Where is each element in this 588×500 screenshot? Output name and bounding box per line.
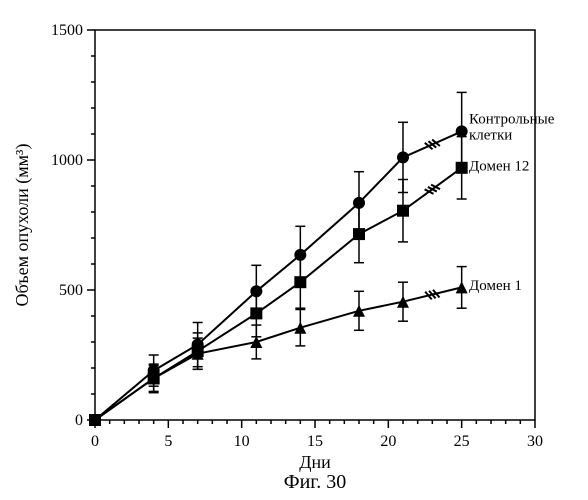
figure-caption: Фиг. 30 [284, 471, 346, 493]
y-tick-label: 1000 [51, 152, 83, 169]
series-label: Домен 1 [469, 278, 522, 294]
series-label: Домен 12 [469, 158, 529, 174]
y-tick-label: 1500 [51, 22, 83, 39]
x-axis-label: Дни [299, 452, 331, 472]
chart-container: 0 5 10 15 20 25 30 0 500 1000 1500 Объем опухоли (м… [0, 0, 588, 500]
line-chart: 0 5 10 15 20 25 30 0 500 1000 1500 Объем опухоли (м… [0, 0, 588, 500]
y-tick-label: 500 [59, 282, 83, 299]
x-tick-label: 0 [91, 433, 99, 450]
y-tick-label: 0 [75, 412, 83, 429]
series-label: Контрольные [469, 112, 555, 128]
x-tick-label: 20 [380, 433, 396, 450]
series-домен-1: Домен 1 [89, 267, 522, 426]
x-tick-label: 5 [164, 433, 172, 450]
series-label: клетки [469, 128, 512, 144]
x-tick-label: 25 [454, 433, 470, 450]
x-tick-label: 10 [234, 433, 250, 450]
x-tick-label: 15 [307, 433, 323, 450]
x-tick-label: 30 [527, 433, 543, 450]
y-axis-label: Объем опухоли (мм³) [12, 144, 33, 307]
